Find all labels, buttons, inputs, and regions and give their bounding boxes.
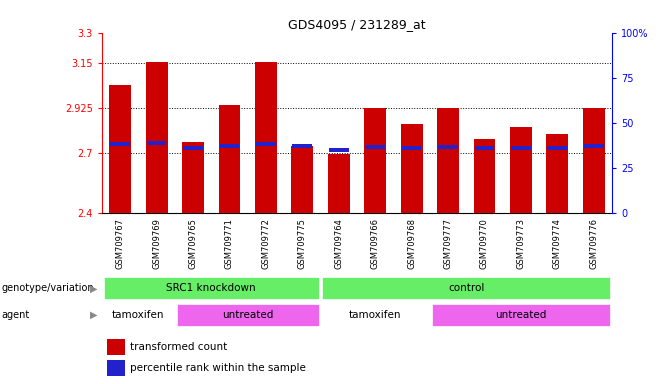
Text: transformed count: transformed count bbox=[130, 342, 227, 352]
Bar bbox=[220, 144, 240, 148]
Bar bbox=[256, 142, 276, 146]
Text: control: control bbox=[448, 283, 484, 293]
Text: agent: agent bbox=[1, 310, 30, 320]
Bar bbox=[111, 142, 130, 146]
Text: GSM709770: GSM709770 bbox=[480, 218, 489, 269]
Text: tamoxifen: tamoxifen bbox=[112, 310, 164, 320]
Bar bbox=[107, 360, 125, 376]
Bar bbox=[109, 85, 131, 213]
Bar bbox=[474, 139, 495, 213]
Title: GDS4095 / 231289_at: GDS4095 / 231289_at bbox=[288, 18, 426, 31]
Text: percentile rank within the sample: percentile rank within the sample bbox=[130, 363, 306, 373]
Bar bbox=[322, 277, 610, 300]
Text: GSM709776: GSM709776 bbox=[589, 218, 598, 269]
Bar bbox=[328, 154, 349, 213]
Bar bbox=[547, 146, 567, 149]
Text: GSM709773: GSM709773 bbox=[517, 218, 525, 269]
Bar bbox=[183, 146, 203, 149]
Text: GSM709766: GSM709766 bbox=[370, 218, 380, 269]
Bar bbox=[546, 134, 569, 213]
Bar bbox=[147, 141, 166, 145]
Bar bbox=[255, 62, 277, 213]
Text: GSM709764: GSM709764 bbox=[334, 218, 343, 269]
Bar bbox=[511, 146, 531, 149]
Text: tamoxifen: tamoxifen bbox=[349, 310, 401, 320]
Bar bbox=[583, 108, 605, 213]
Bar bbox=[438, 144, 458, 149]
Bar bbox=[329, 148, 349, 152]
Bar bbox=[145, 62, 168, 213]
Text: GSM709771: GSM709771 bbox=[225, 218, 234, 269]
Bar bbox=[365, 108, 386, 213]
Bar bbox=[437, 108, 459, 213]
Bar bbox=[432, 304, 610, 326]
Bar bbox=[182, 142, 204, 213]
Text: GSM709769: GSM709769 bbox=[152, 218, 161, 269]
Bar bbox=[293, 144, 312, 148]
Text: ▶: ▶ bbox=[90, 283, 97, 293]
Text: genotype/variation: genotype/variation bbox=[1, 283, 94, 293]
Text: GSM709768: GSM709768 bbox=[407, 218, 416, 269]
Bar bbox=[218, 105, 240, 213]
Bar bbox=[401, 124, 422, 213]
Bar bbox=[176, 304, 318, 326]
Bar bbox=[474, 146, 494, 149]
Text: untreated: untreated bbox=[495, 310, 547, 320]
Bar bbox=[322, 304, 428, 326]
Bar bbox=[291, 146, 313, 213]
Text: GSM709765: GSM709765 bbox=[189, 218, 197, 269]
Text: SRC1 knockdown: SRC1 knockdown bbox=[166, 283, 256, 293]
Bar bbox=[510, 127, 532, 213]
Bar bbox=[365, 144, 385, 149]
Text: GSM709774: GSM709774 bbox=[553, 218, 562, 269]
Bar bbox=[104, 304, 173, 326]
Text: GSM709772: GSM709772 bbox=[261, 218, 270, 269]
Text: GSM709777: GSM709777 bbox=[443, 218, 453, 269]
Text: ▶: ▶ bbox=[90, 310, 97, 320]
Bar bbox=[402, 146, 421, 149]
Text: GSM709775: GSM709775 bbox=[298, 218, 307, 269]
Bar bbox=[107, 339, 125, 354]
Text: untreated: untreated bbox=[222, 310, 273, 320]
Bar bbox=[584, 144, 603, 148]
Bar bbox=[104, 277, 318, 300]
Text: GSM709767: GSM709767 bbox=[116, 218, 125, 269]
